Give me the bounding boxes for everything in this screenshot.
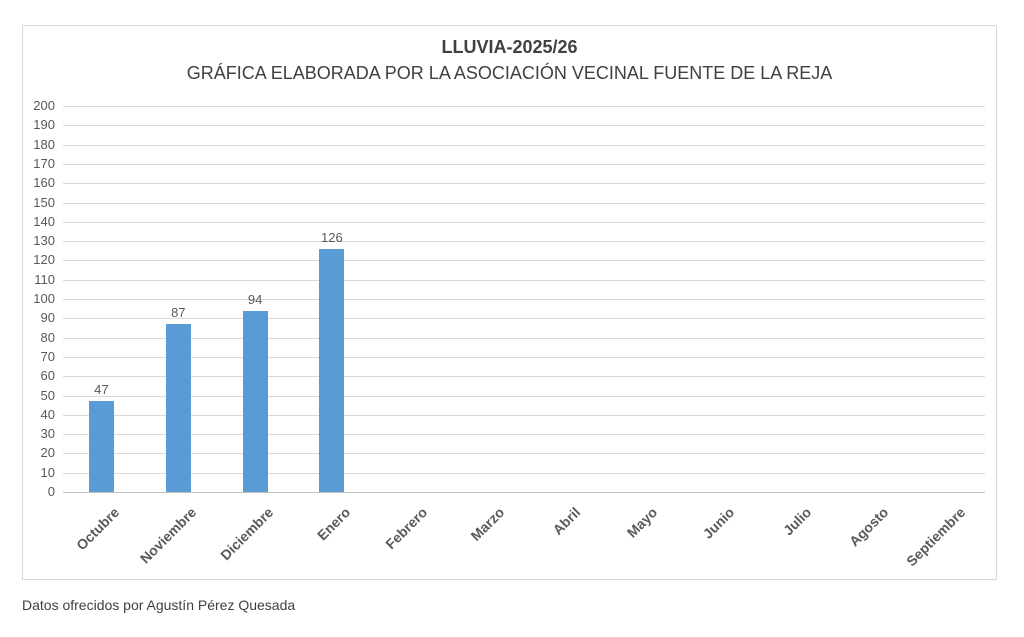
chart-frame: LLUVIA-2025/26 GRÁFICA ELABORADA POR LA … [22,25,997,580]
x-axis-label-julio: Julio [779,504,815,539]
gridline [63,260,985,262]
gridline [63,414,985,416]
footer-caption: Datos ofrecidos por Agustín Pérez Quesad… [22,597,296,613]
bar-enero [319,248,345,492]
y-axis-tick-label: 40 [40,406,55,422]
chart-title: LLUVIA-2025/26 [441,37,578,57]
x-axis-label-agosto: Agosto [845,504,892,550]
y-axis-tick-label: 160 [33,175,55,191]
y-axis-tick-label: 30 [40,426,55,442]
gridline [63,299,985,300]
y-axis-tick-label: 150 [33,194,55,210]
gridline [63,144,985,146]
gridline [63,163,985,165]
y-axis-tick-label: 20 [40,445,55,461]
y-axis-tick-label: 90 [40,310,55,326]
y-axis-tick-label: 200 [33,98,55,113]
x-axis-label-mayo: Mayo [623,504,661,541]
x-axis-line [63,492,985,493]
y-axis-tick-label: 100 [33,291,55,306]
gridline [63,395,985,397]
y-axis-tick-label: 10 [40,464,55,480]
data-label-octubre: 47 [94,382,109,398]
y-axis-tick-label: 0 [47,484,55,499]
gridline [63,453,985,455]
gridline [63,337,985,339]
y-axis-tick-label: 140 [33,213,55,229]
gridline [63,472,985,474]
gridline [63,221,985,223]
y-axis-tick-label: 130 [33,233,55,249]
data-label-diciembre: 94 [247,291,263,307]
x-axis-label-septiembre: Septiembre [902,504,968,570]
y-axis-tick-label: 110 [34,271,55,287]
y-axis-tick-label: 120 [33,252,55,268]
x-axis-label-enero: Enero [313,504,354,544]
y-axis-tick-label: 50 [40,387,55,403]
x-axis-label-noviembre: Noviembre [137,504,200,567]
y-axis-tick-label: 70 [40,348,55,364]
plot-area: 0 10 20 30 40 50 60 70 80 90 100 110 120 130 140 150 160… [33,98,985,569]
y-axis-tick-label: 180 [33,136,55,152]
chart-subtitle: GRÁFICA ELABORADA POR LA ASOCIACIÓN VECI… [186,63,833,83]
gridline [63,279,985,281]
y-axis-tick-label: 170 [33,155,55,171]
gridline [63,125,985,127]
gridline [63,356,985,358]
bar-noviembre [165,324,191,492]
data-label-enero: 126 [321,229,343,245]
y-axis-tick-label: 80 [40,329,55,345]
x-axis-label-junio: Junio [699,504,738,542]
gridline [63,241,985,243]
data-label-noviembre: 87 [171,305,186,321]
x-axis-label-abril: Abril [549,504,584,538]
gridline [63,183,985,185]
gridline [63,106,985,107]
y-axis-tick-label: 60 [40,368,55,384]
x-axis-label-marzo: Marzo [466,504,507,544]
y-axis-tick-label: 190 [33,117,55,133]
gridline [63,202,985,204]
bar-octubre [88,401,114,492]
gridline [63,318,985,320]
x-axis-label-diciembre: Diciembre [217,504,277,564]
gridline [63,376,985,378]
x-axis-label-octubre: Octubre [73,504,123,554]
x-axis-label-febrero: Febrero [381,504,431,553]
bar-diciembre [242,310,268,492]
gridline [63,434,985,436]
